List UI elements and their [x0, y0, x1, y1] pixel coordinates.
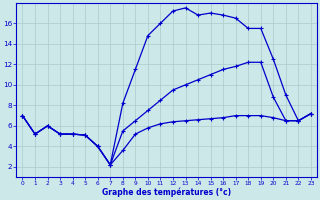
X-axis label: Graphe des températures (°c): Graphe des températures (°c): [102, 188, 231, 197]
